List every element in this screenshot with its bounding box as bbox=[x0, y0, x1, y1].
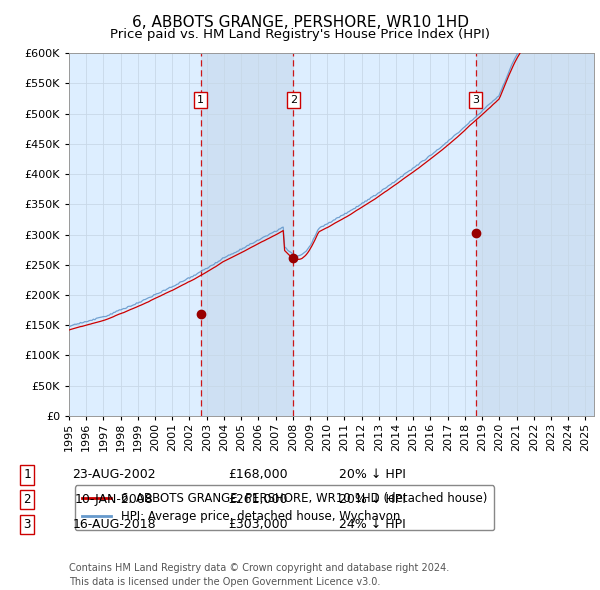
Text: 1: 1 bbox=[23, 468, 31, 481]
Text: 20% ↓ HPI: 20% ↓ HPI bbox=[338, 493, 406, 506]
Text: 23-AUG-2002: 23-AUG-2002 bbox=[72, 468, 156, 481]
Text: 3: 3 bbox=[23, 518, 31, 531]
Text: 3: 3 bbox=[472, 95, 479, 105]
Text: £303,000: £303,000 bbox=[228, 518, 288, 531]
Text: £261,000: £261,000 bbox=[228, 493, 288, 506]
Text: 2: 2 bbox=[23, 493, 31, 506]
Text: 20% ↓ HPI: 20% ↓ HPI bbox=[338, 468, 406, 481]
Text: Price paid vs. HM Land Registry's House Price Index (HPI): Price paid vs. HM Land Registry's House … bbox=[110, 28, 490, 41]
Text: 6, ABBOTS GRANGE, PERSHORE, WR10 1HD: 6, ABBOTS GRANGE, PERSHORE, WR10 1HD bbox=[131, 15, 469, 30]
Text: 2: 2 bbox=[290, 95, 297, 105]
Text: Contains HM Land Registry data © Crown copyright and database right 2024.
This d: Contains HM Land Registry data © Crown c… bbox=[69, 563, 449, 587]
Text: 10-JAN-2008: 10-JAN-2008 bbox=[74, 493, 154, 506]
Text: 16-AUG-2018: 16-AUG-2018 bbox=[72, 518, 156, 531]
Text: 1: 1 bbox=[197, 95, 204, 105]
Text: £168,000: £168,000 bbox=[228, 468, 288, 481]
Text: 24% ↓ HPI: 24% ↓ HPI bbox=[338, 518, 406, 531]
Bar bbox=[476, 53, 594, 416]
Bar bbox=[200, 53, 293, 416]
Legend: 6, ABBOTS GRANGE, PERSHORE, WR10 1HD (detached house), HPI: Average price, detac: 6, ABBOTS GRANGE, PERSHORE, WR10 1HD (de… bbox=[75, 486, 494, 530]
